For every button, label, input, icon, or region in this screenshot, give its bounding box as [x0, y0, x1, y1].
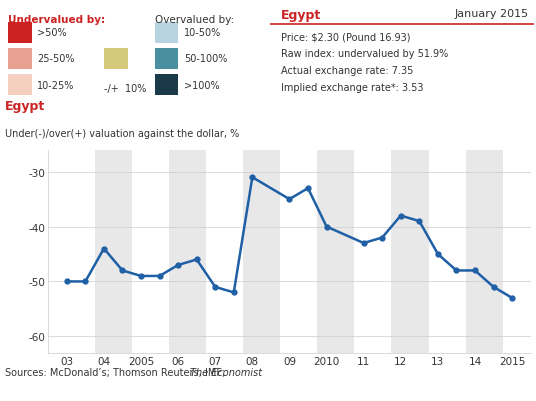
Text: Raw index: undervalued by 51.9%: Raw index: undervalued by 51.9% [281, 49, 448, 59]
Text: >100%: >100% [184, 81, 219, 90]
Bar [8, 75, 32, 96]
Text: Egypt: Egypt [5, 99, 46, 112]
Text: -/+  10%: -/+ 10% [104, 83, 146, 93]
Text: Overvalued by:: Overvalued by: [154, 14, 234, 24]
Bar [8, 23, 32, 44]
Bar [154, 75, 178, 96]
Bar [391, 150, 429, 353]
Bar [169, 150, 206, 353]
Text: 50-100%: 50-100% [184, 55, 227, 64]
Bar [243, 150, 280, 353]
Bar [317, 150, 354, 353]
Text: Actual exchange rate: 7.35: Actual exchange rate: 7.35 [281, 66, 413, 76]
Bar [154, 49, 178, 70]
Text: Under(-)/over(+) valuation against the dollar, %: Under(-)/over(+) valuation against the d… [5, 128, 240, 138]
Bar [154, 23, 178, 44]
Bar [8, 49, 32, 70]
Text: Price: $2.30 (Pound 16.93): Price: $2.30 (Pound 16.93) [281, 32, 410, 43]
Text: January 2015: January 2015 [455, 9, 529, 19]
Text: >50%: >50% [38, 28, 67, 38]
Text: Undervalued by:: Undervalued by: [8, 14, 105, 24]
Text: 25-50%: 25-50% [38, 55, 75, 64]
Text: Implied exchange rate*: 3.53: Implied exchange rate*: 3.53 [281, 83, 423, 93]
Text: Egypt: Egypt [281, 9, 321, 22]
Text: The Economist: The Economist [190, 367, 263, 377]
Bar [104, 49, 128, 70]
Text: 10-25%: 10-25% [38, 81, 75, 90]
Bar [95, 150, 132, 353]
Bar [466, 150, 503, 353]
Text: Sources: McDonald’s; Thomson Reuters; IMF;: Sources: McDonald’s; Thomson Reuters; IM… [5, 367, 229, 377]
Text: 10-50%: 10-50% [184, 28, 221, 38]
